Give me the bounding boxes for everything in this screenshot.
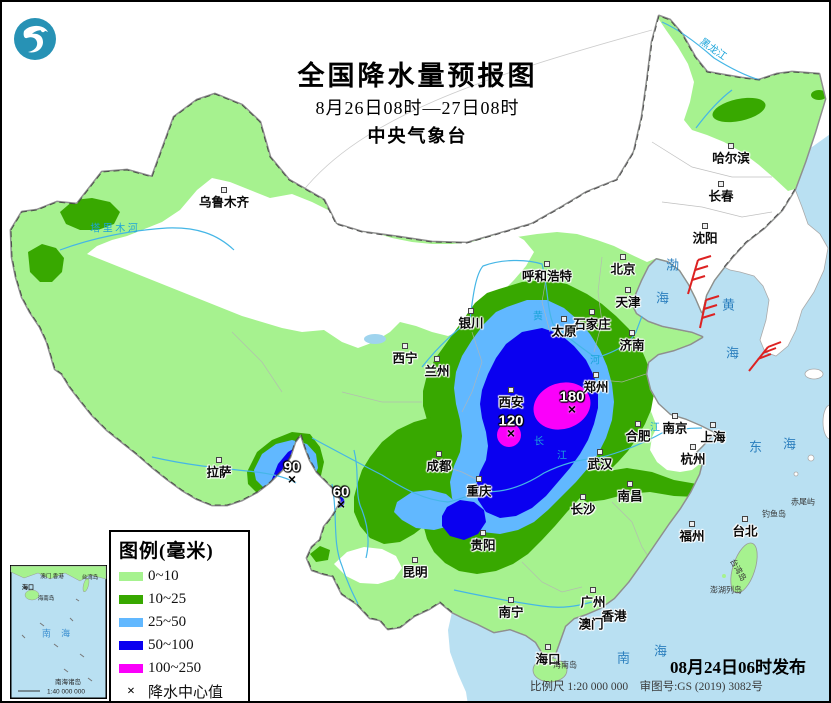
rain-area-nw-yunnan bbox=[310, 546, 330, 562]
inset-label-taiwan: 台湾岛 bbox=[81, 575, 99, 581]
legend-swatch bbox=[119, 641, 143, 650]
south-china-sea-inset: 澳门 香港 台湾岛 海口 海南岛 南 海 南海诸岛 1:40 000 000 bbox=[10, 565, 107, 699]
jinsha-river bbox=[353, 449, 369, 559]
wind-barb-yellow-sea bbox=[699, 295, 720, 329]
agency-name: 中央气象台 bbox=[367, 126, 468, 146]
pearl-river bbox=[453, 589, 593, 608]
page-title: 全国降水量预报图 bbox=[297, 61, 538, 91]
rain-area-heilongjiang bbox=[712, 97, 766, 123]
legend-row: 0~10 bbox=[119, 565, 242, 588]
jeju-island bbox=[804, 368, 824, 380]
legend-swatch bbox=[119, 618, 143, 627]
wind-barb-bohai bbox=[687, 255, 712, 295]
inset-label-hainan: 海南岛 bbox=[37, 596, 55, 602]
legend-row: 100~250 bbox=[119, 657, 242, 680]
cma-logo bbox=[14, 18, 56, 60]
legend-label: 0~10 bbox=[148, 568, 179, 584]
small-island-2 bbox=[793, 471, 799, 477]
tarim-river bbox=[59, 227, 235, 251]
rain-area-ili bbox=[60, 198, 120, 230]
legend-title: 图例(毫米) bbox=[119, 541, 214, 562]
inset-china-coast bbox=[10, 565, 107, 582]
legend-items: 0~10 10~25 25~50 50~100 100~250 bbox=[119, 565, 242, 680]
inset-label-sea: 南 海 bbox=[41, 628, 75, 639]
yarlung-river bbox=[151, 456, 297, 484]
map-scale-and-approval: 比例尺 1:20 000 000 审图号:GS (2019) 3082号 bbox=[530, 681, 763, 693]
dry-area-northeast bbox=[497, 18, 795, 312]
yangtze-river bbox=[311, 427, 703, 503]
inset-hainan bbox=[24, 589, 40, 601]
inset-label-islands: 南海诸岛 bbox=[55, 679, 81, 686]
qinghai-lake bbox=[364, 334, 386, 344]
wind-barb-south-yellow-sea bbox=[748, 341, 782, 372]
legend-label: 100~250 bbox=[148, 660, 202, 676]
province-borders bbox=[231, 141, 773, 593]
legend-box: 图例(毫米) 0~10 10~25 25~50 50~100 100~250 × 降水中… bbox=[109, 530, 250, 702]
songhua-river bbox=[695, 89, 733, 129]
legend-label: 50~100 bbox=[148, 637, 194, 653]
hainan-island bbox=[532, 657, 568, 683]
inset-islands bbox=[21, 598, 93, 682]
precip-center-symbol: × bbox=[127, 683, 135, 699]
rain-area-core bbox=[476, 328, 598, 518]
legend-swatch bbox=[119, 572, 143, 581]
gale-wind-barbs bbox=[687, 255, 782, 372]
inset-label-haikou: 海口 bbox=[21, 585, 35, 592]
dry-area-yunnan bbox=[334, 547, 402, 584]
legend-row: 50~100 bbox=[119, 634, 242, 657]
forecast-period: 8月26日08时—27日08时 bbox=[315, 98, 520, 118]
rain-area-kashgar bbox=[28, 244, 64, 282]
legend-row: 10~25 bbox=[119, 588, 242, 611]
amur-river bbox=[661, 21, 761, 81]
inset-label-scale: 1:40 000 000 bbox=[47, 688, 85, 696]
rain-area-ne-corner bbox=[811, 90, 825, 100]
legend-center-row: × 降水中心值 bbox=[119, 680, 242, 702]
taiwan-island bbox=[730, 542, 758, 594]
legend-row: 25~50 bbox=[119, 611, 242, 634]
rain-area-sichuan-west bbox=[354, 417, 466, 544]
inset-taiwan bbox=[82, 577, 90, 593]
legend-swatch bbox=[119, 595, 143, 604]
small-island-1 bbox=[807, 454, 815, 462]
issue-time: 08月24日06时发布 bbox=[670, 658, 806, 677]
precip-center-label: 降水中心值 bbox=[148, 685, 224, 701]
penghu-islands bbox=[722, 574, 726, 578]
rain-area-180-center bbox=[533, 382, 591, 430]
rain-area-jiangxi-band bbox=[574, 468, 707, 502]
dry-area-west bbox=[87, 178, 534, 348]
rivers bbox=[59, 21, 761, 608]
yellow-river bbox=[421, 259, 643, 368]
rain-area-chongqing-lobe bbox=[442, 500, 486, 540]
inset-map bbox=[10, 565, 107, 699]
inset-label-hk-mo: 澳门 香港 bbox=[40, 574, 64, 580]
legend-swatch bbox=[119, 664, 143, 673]
china-boundary-dash bbox=[10, 15, 820, 630]
legend-label: 10~25 bbox=[148, 591, 187, 607]
lancang-river bbox=[331, 483, 359, 605]
kyushu-island bbox=[822, 404, 829, 440]
rain-area-120-center bbox=[497, 423, 521, 447]
legend-label: 25~50 bbox=[148, 614, 187, 630]
mongolia-border bbox=[301, 29, 653, 193]
